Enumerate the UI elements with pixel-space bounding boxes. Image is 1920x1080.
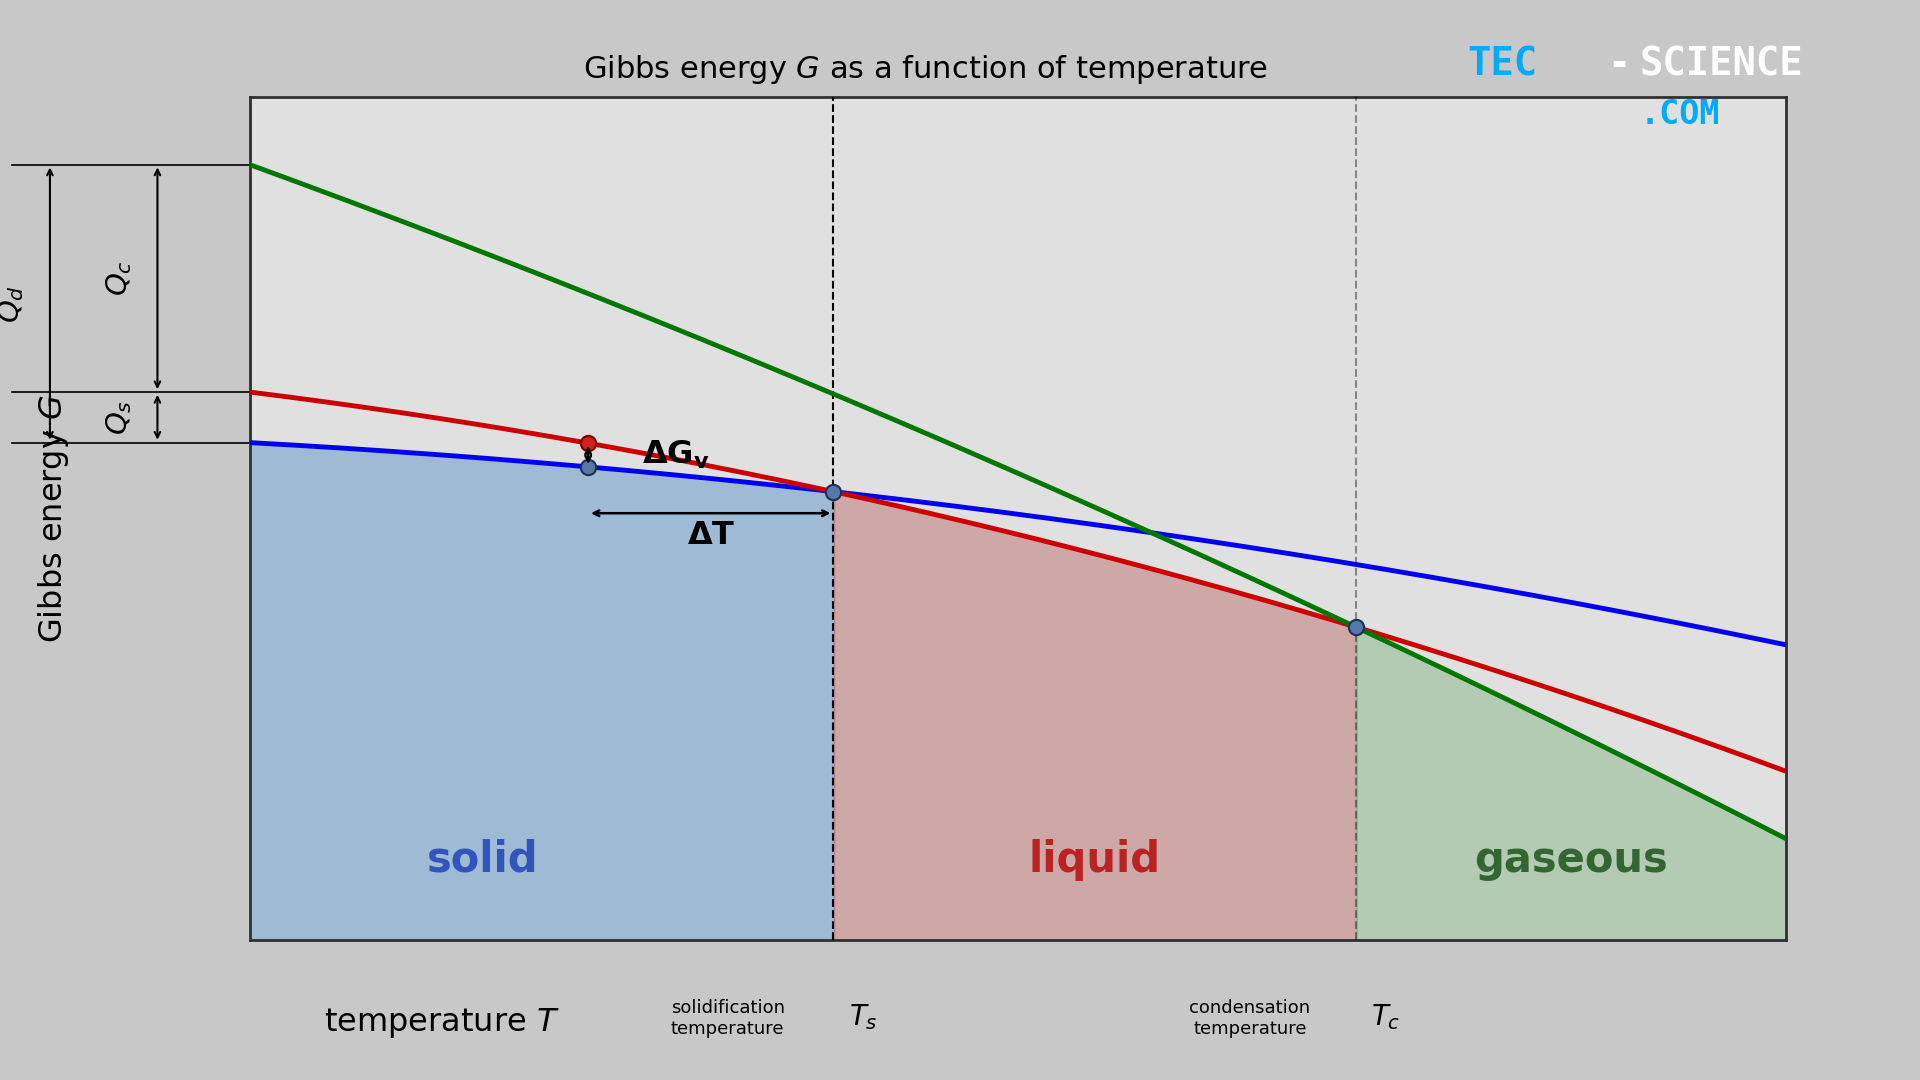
Text: $T_c$: $T_c$ [1371, 1002, 1400, 1032]
Text: SCIENCE: SCIENCE [1640, 45, 1803, 83]
Text: $T_s$: $T_s$ [849, 1002, 877, 1032]
Text: .COM: .COM [1640, 98, 1720, 131]
Title: Gibbs energy $G$ as a function of temperature: Gibbs energy $G$ as a function of temper… [584, 53, 1267, 85]
Text: gaseous: gaseous [1475, 839, 1667, 880]
Text: Gibbs energy $G$: Gibbs energy $G$ [36, 394, 71, 643]
Text: $Q_c$: $Q_c$ [104, 260, 134, 296]
Text: $Q_d$: $Q_d$ [0, 285, 27, 323]
Text: $\mathbf{\Delta G_v}$: $\mathbf{\Delta G_v}$ [641, 438, 710, 471]
Text: liquid: liquid [1029, 839, 1160, 880]
Text: solidification
temperature: solidification temperature [670, 999, 785, 1038]
Text: -: - [1607, 45, 1630, 83]
Text: condensation
temperature: condensation temperature [1188, 999, 1311, 1038]
Text: $\mathbf{\Delta T}$: $\mathbf{\Delta T}$ [687, 519, 735, 551]
Text: temperature $T$: temperature $T$ [324, 1007, 559, 1040]
Text: TEC: TEC [1467, 45, 1538, 83]
Text: solid: solid [428, 839, 540, 880]
Text: $Q_s$: $Q_s$ [104, 400, 134, 435]
